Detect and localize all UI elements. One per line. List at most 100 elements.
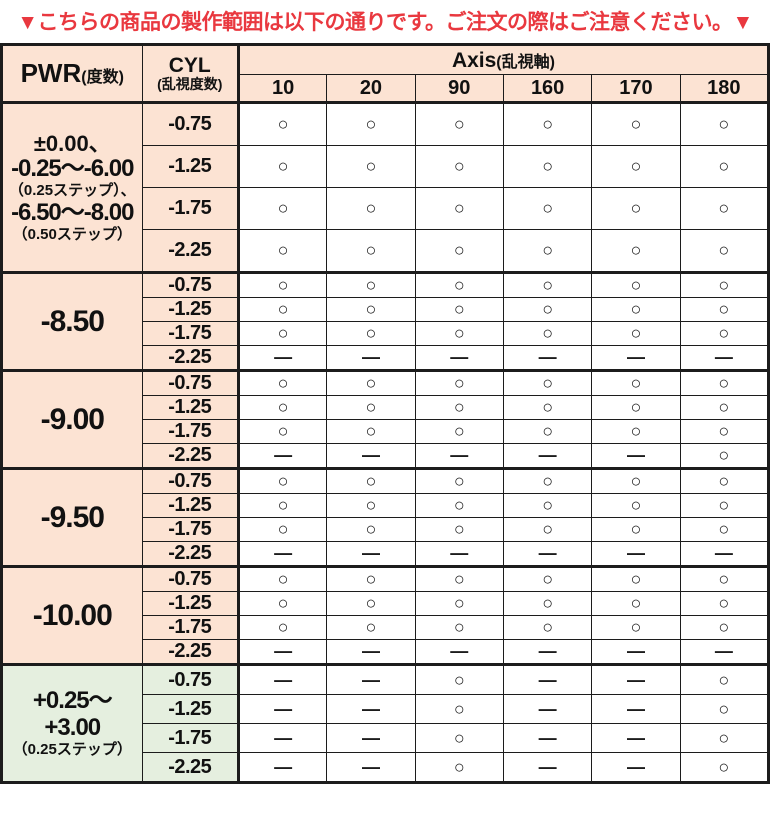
availability-cell: — [326,752,416,783]
pwr-column-header: PWR(度数) [1,44,143,103]
availability-cell: ○ [679,517,770,542]
availability-cell: ○ [326,369,416,396]
cyl-header-sub: (乱視度数) [157,75,223,92]
axis-value: 180 [679,74,770,104]
availability-cell: ○ [591,101,681,146]
table-row: -1.25 ○ ○ ○ ○ ○ ○ [2,591,770,616]
table-row: -10.00 -0.75 ○ ○ ○ ○ ○ ○ [1,565,770,665]
pwr-header-sub: (度数) [81,69,124,86]
availability-cell: ○ [679,467,770,494]
table-row: -2.25— — — — — — [2,345,770,371]
page: ▼こちらの商品の製作範囲は以下の通りです。ご注文の際はご注意ください。▼ PWR… [0,11,770,784]
availability-cell: ○ [591,297,681,322]
table-row: -1.75— — ○ — — ○ [2,723,770,753]
availability-cell: ○ [591,517,681,542]
availability-cell: ○ [326,591,416,616]
availability-cell: ○ [237,395,328,420]
availability-cell: ○ [502,369,593,396]
availability-cell: ○ [502,145,593,188]
availability-cell: ○ [326,395,416,420]
availability-cell: ○ [414,565,504,592]
availability-cell: ○ [591,369,681,396]
availability-cell: ○ [237,615,328,640]
availability-cell: — [326,663,416,695]
table-row: -2.25— — ○ — — ○ [2,752,770,783]
cyl-value: -1.75 [141,517,240,542]
availability-cell: ○ [326,615,416,640]
notice-title: ▼こちらの商品の製作範囲は以下の通りです。ご注文の際はご注意ください。▼ [17,11,753,34]
table-row: -1.25 ○ ○ ○ ○ ○ ○ [2,493,770,518]
pwr-label-line: +3.00 [44,714,101,742]
pwr-label-line: -8.50 [40,304,105,338]
availability-cell: ○ [591,271,681,298]
availability-cell: ○ [502,229,593,273]
availability-cell: — [326,541,416,567]
table-row: -1.75 ○ ○ ○ ○ ○ ○ [2,321,770,346]
pwr-group-label: -9.50 [1,467,143,567]
cyl-value: -1.25 [141,145,240,188]
availability-cell: ○ [679,615,770,640]
availability-cell: — [237,345,328,371]
axis-header-sub: (乱視軸) [496,53,555,71]
availability-cell: ○ [414,493,504,518]
availability-cell: ○ [237,369,328,396]
availability-cell: ○ [414,467,504,494]
availability-cell: ○ [326,297,416,322]
table-row: ±0.00、 -0.25～-6.00 （0.25ステップ）、 -6.50～-8.00 （… [1,101,770,273]
availability-cell: — [326,694,416,724]
availability-cell: ○ [326,101,416,146]
availability-cell: ○ [414,187,504,230]
availability-cell: — [502,443,593,469]
availability-cell: ○ [502,615,593,640]
availability-cell: ○ [679,443,770,469]
axis-value: 160 [502,74,593,104]
axis-values-row: 10 20 90 160 170 180 [2,74,770,104]
table-header: PWR(度数) CYL (乱視度数) Axis(乱視軸) 10 20 90 16… [1,44,770,104]
availability-cell: ○ [414,271,504,298]
availability-cell: ○ [237,271,328,298]
availability-cell: ○ [591,467,681,494]
availability-cell: ○ [414,369,504,396]
availability-cell: — [591,541,681,567]
availability-cell: ○ [237,591,328,616]
availability-cell: ○ [502,321,593,346]
availability-cell: ○ [414,321,504,346]
availability-cell: ○ [679,321,770,346]
axis-value: 170 [591,74,681,104]
cyl-value: -2.25 [141,229,240,273]
availability-cell: ○ [237,101,328,146]
cyl-value: -0.75 [141,565,240,592]
availability-cell: ○ [679,369,770,396]
cyl-value: -0.75 [141,101,240,146]
availability-cell: — [502,694,593,724]
availability-cell: ○ [502,187,593,230]
availability-cell: ○ [414,297,504,322]
availability-cell: ○ [237,565,328,592]
availability-cell: ○ [326,229,416,273]
availability-cell: ○ [237,321,328,346]
cyl-value: -1.75 [141,321,240,346]
availability-cell: ○ [591,615,681,640]
table-row: -8.50 -0.75 ○ ○ ○ ○ ○ ○ [1,271,770,371]
cyl-value: -1.25 [141,297,240,322]
table-row: -1.25— — ○ — — ○ [2,694,770,724]
availability-cell: — [414,541,504,567]
cyl-value: -2.25 [141,752,240,783]
availability-cell: ○ [502,395,593,420]
axis-value: 90 [414,74,504,104]
availability-cell: ○ [414,591,504,616]
availability-cell: ○ [591,591,681,616]
availability-cell: ○ [237,517,328,542]
availability-cell: — [502,663,593,695]
production-range-table: PWR(度数) CYL (乱視度数) Axis(乱視軸) 10 20 90 16… [0,43,770,784]
availability-cell: — [591,694,681,724]
availability-cell: — [679,639,770,665]
availability-cell: ○ [679,297,770,322]
table-body: ±0.00、 -0.25～-6.00 （0.25ステップ）、 -6.50～-8.00 （… [1,101,770,783]
pwr-group-label: -10.00 [1,565,143,665]
availability-cell: ○ [326,145,416,188]
pwr-label-line: -0.25～-6.00 [11,155,134,183]
availability-cell: ○ [326,187,416,230]
availability-cell: — [326,723,416,753]
table-row: -2.25— — — — — — [2,541,770,567]
